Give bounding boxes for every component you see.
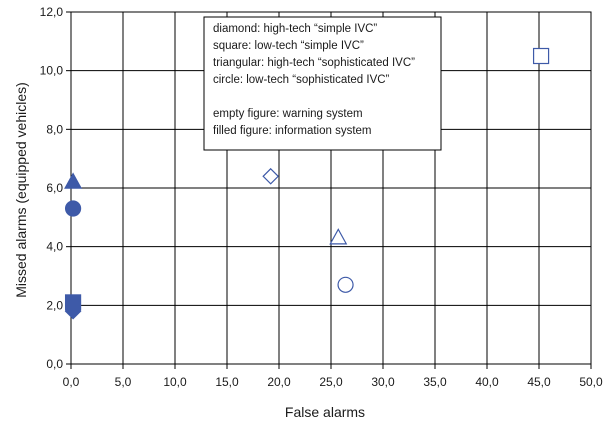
y-tick-label: 0,0 — [46, 357, 63, 371]
legend-box — [203, 16, 442, 151]
square-marker — [532, 47, 550, 65]
x-tick-label: 20,0 — [267, 375, 291, 389]
data-points — [64, 47, 550, 320]
x-tick-label: 25,0 — [319, 375, 343, 389]
x-axis-title: False alarms — [285, 404, 365, 420]
y-tick-label: 6,0 — [46, 181, 63, 195]
legend-entry: filled figure: information system — [213, 125, 372, 137]
circle-marker — [64, 200, 82, 217]
x-tick-label: 10,0 — [163, 375, 187, 389]
y-tick-label: 8,0 — [46, 122, 63, 136]
square-marker — [64, 294, 82, 311]
legend: diamond: high-tech “simple IVC” square: l… — [203, 16, 442, 151]
x-tick-label: 0,0 — [63, 375, 80, 389]
triangle-marker — [329, 228, 348, 245]
circle-marker — [337, 276, 354, 293]
y-tick-labels: 0,0 2,0 4,0 6,0 8,0 10,0 12,0 — [40, 5, 64, 371]
legend-entry: circle: low-tech “sophisticated IVC” — [213, 74, 390, 86]
x-tick-label: 35,0 — [423, 375, 447, 389]
x-tick-labels: 0,0 5,0 10,0 15,0 20,0 25,0 30,0 35,0 40,0 45,0 50… — [63, 375, 603, 389]
y-axis-title: Missed alarms (equipped vehicles) — [13, 82, 29, 298]
y-tick-label: 12,0 — [40, 5, 64, 19]
x-tick-label: 30,0 — [371, 375, 395, 389]
legend-entry: triangular: high-tech “sophisticated IVC… — [213, 57, 415, 69]
triangle-marker — [64, 172, 83, 189]
x-tick-label: 15,0 — [215, 375, 239, 389]
y-tick-label: 2,0 — [46, 298, 63, 312]
legend-entry: square: low-tech “simple IVC” — [213, 40, 364, 52]
y-tick-label: 10,0 — [40, 64, 64, 78]
legend-entry: empty figure: warning system — [213, 108, 363, 120]
x-tick-label: 40,0 — [475, 375, 499, 389]
x-tick-label: 50,0 — [579, 375, 603, 389]
x-tick-label: 5,0 — [115, 375, 132, 389]
legend-entry: diamond: high-tech “simple IVC” — [213, 23, 377, 35]
x-tick-label: 45,0 — [527, 375, 551, 389]
diamond-marker — [262, 167, 280, 185]
y-tick-label: 4,0 — [46, 240, 63, 254]
